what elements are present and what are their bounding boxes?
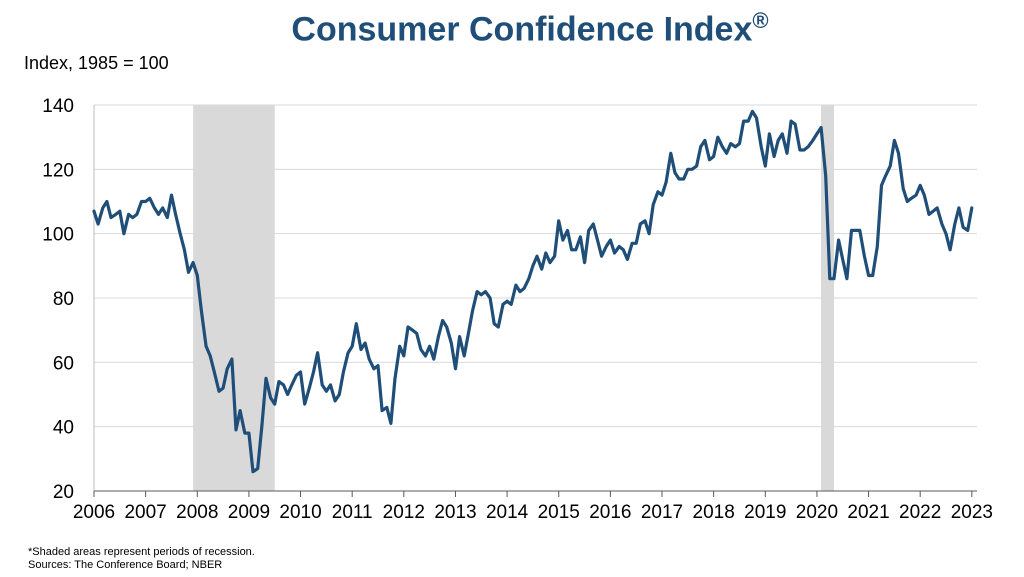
registered-mark: ® — [752, 8, 769, 33]
x-tick-2016: 2016 — [589, 502, 631, 523]
footnote: *Shaded areas represent periods of reces… — [28, 546, 255, 572]
chart-title: Consumer Confidence Index® — [0, 8, 1024, 49]
x-tick-2012: 2012 — [383, 502, 425, 523]
recession-note: *Shaded areas represent periods of reces… — [28, 546, 255, 558]
x-tick-2015: 2015 — [538, 502, 580, 523]
y-tick-100: 100 — [42, 225, 74, 246]
x-tick-2008: 2008 — [176, 502, 218, 523]
y-tick-20: 20 — [53, 482, 74, 503]
series-group — [92, 109, 974, 474]
x-tick-2007: 2007 — [124, 502, 166, 523]
x-tick-2006: 2006 — [73, 502, 115, 523]
y-axis-label: Index, 1985 = 100 — [24, 53, 169, 73]
y-tick-labels: 20 40 60 80 100 120 140 — [42, 96, 74, 503]
x-tick-2021: 2021 — [847, 502, 889, 523]
y-tick-40: 40 — [53, 418, 74, 439]
sources-note: Sources: The Conference Board; NBER — [28, 559, 223, 571]
x-tick-labels: 2006 2007 2008 2009 2010 2011 2012 2013 2014 2015… — [73, 491, 993, 523]
x-tick-2014: 2014 — [486, 502, 529, 523]
gridlines — [93, 104, 977, 492]
x-tick-2017: 2017 — [641, 502, 683, 523]
y-tick-60: 60 — [53, 353, 74, 374]
y-tick-80: 80 — [53, 289, 74, 310]
x-tick-2010: 2010 — [279, 502, 321, 523]
x-tick-2019: 2019 — [744, 502, 786, 523]
x-tick-2011: 2011 — [332, 502, 373, 523]
x-tick-2009: 2009 — [228, 502, 270, 523]
x-tick-2013: 2013 — [434, 502, 476, 523]
series-line-0 — [92, 109, 974, 474]
x-tick-2022: 2022 — [899, 502, 941, 523]
x-tick-2023: 2023 — [951, 502, 993, 523]
y-tick-140: 140 — [42, 96, 74, 117]
y-tick-120: 120 — [42, 160, 74, 181]
chart-title-text: Consumer Confidence Index — [291, 10, 753, 49]
x-tick-2020: 2020 — [796, 502, 838, 523]
x-tick-2018: 2018 — [693, 502, 735, 523]
